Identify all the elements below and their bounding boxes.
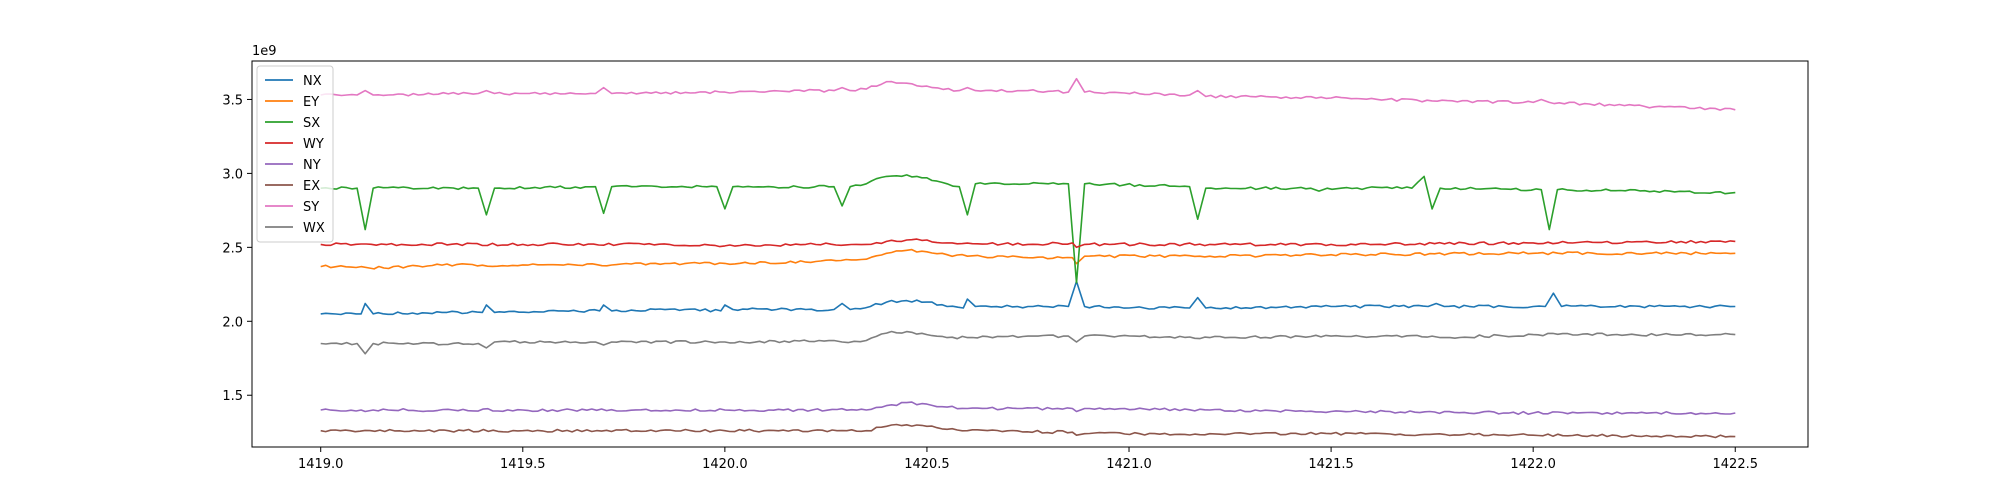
legend-label-wx: WX — [303, 221, 325, 236]
legend: NX EY SX WY NY EX SY WX — [256, 65, 334, 243]
axes-background — [252, 61, 1808, 447]
series-line-ny — [320, 401, 1736, 416]
y-tick-label: 3.5 — [222, 93, 243, 108]
legend-label-sy: SY — [303, 200, 319, 215]
legend-label-ny: NY — [303, 158, 321, 173]
plot-area — [251, 60, 1809, 448]
y-tick-label: 3.0 — [222, 167, 243, 182]
x-tick-label: 1419.5 — [500, 457, 546, 472]
y-axis: 1.5 2.0 2.5 3.0 3.5 — [222, 93, 252, 404]
series-line-sx — [320, 174, 1736, 284]
x-tick-label: 1421.5 — [1308, 457, 1354, 472]
y-tick-label: 1.5 — [222, 389, 243, 404]
y-tick-label: 2.5 — [222, 241, 243, 256]
x-tick-label: 1420.5 — [904, 457, 950, 472]
legend-box — [256, 65, 334, 243]
series-layer — [320, 77, 1736, 439]
legend-label-nx: NX — [303, 74, 322, 89]
legend-label-ey: EY — [303, 95, 319, 110]
series-line-wy — [320, 238, 1736, 249]
x-tick-label: 1422.5 — [1713, 457, 1759, 472]
legend-label-ex: EX — [303, 179, 320, 194]
legend-label-sx: SX — [303, 116, 320, 131]
series-line-wx — [320, 330, 1736, 355]
axes-border — [251, 60, 1809, 448]
y-tick-label: 2.0 — [222, 315, 243, 330]
series-line-sy — [320, 77, 1736, 111]
legend-label-wy: WY — [303, 137, 324, 152]
y-axis-scale-label: 1e9 — [252, 44, 277, 59]
x-tick-label: 1419.0 — [298, 457, 344, 472]
series-line-nx — [320, 280, 1736, 316]
x-axis: 1419.0 1419.5 1420.0 1420.5 1421.0 1421.5 1422… — [298, 447, 1758, 472]
x-tick-label: 1422.0 — [1510, 457, 1556, 472]
x-tick-label: 1421.0 — [1106, 457, 1152, 472]
series-line-ex — [320, 423, 1736, 439]
series-line-ey — [320, 248, 1736, 270]
x-tick-label: 1420.0 — [702, 457, 748, 472]
